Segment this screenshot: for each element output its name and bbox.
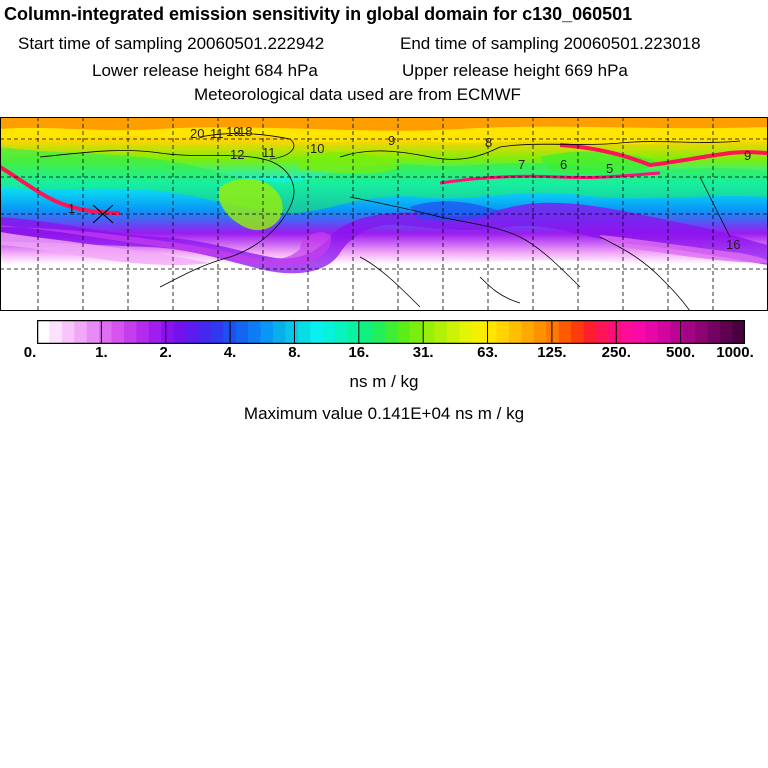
colorbar-swatch <box>86 320 100 344</box>
colorbar-swatch <box>546 320 560 344</box>
colorbar-swatch <box>161 320 175 344</box>
end-time-label: End time of sampling 20060501.223018 <box>400 34 701 53</box>
contour-label: 18 <box>238 124 252 139</box>
colorbar-swatch <box>173 320 187 344</box>
contour-label: 8 <box>485 135 492 150</box>
colorbar-swatch <box>608 320 622 344</box>
colorbar-tick-label: 2. <box>159 344 172 361</box>
colorbar-frame <box>37 320 745 344</box>
colorbar-tick-label: 1. <box>95 344 108 361</box>
colorbar-swatch <box>186 320 200 344</box>
colorbar-swatch <box>322 320 336 344</box>
colorbar-swatch <box>521 320 535 344</box>
emission-sensitivity-map: 20 11 19 18 12 11 10 9 8 7 6 5 9 1 16 <box>0 117 768 311</box>
colorbar-swatch <box>620 320 634 344</box>
low-sensitivity-tongue <box>0 202 768 274</box>
contour-label: 12 <box>230 147 244 162</box>
colorbar-swatch <box>74 320 88 344</box>
colorbar-swatch <box>310 320 324 344</box>
contour-label: 11 <box>262 145 276 160</box>
contour-label: 16 <box>726 237 740 252</box>
contour-label: 10 <box>310 141 324 156</box>
graticule <box>0 117 768 311</box>
colorbar-swatch <box>670 320 684 344</box>
contour-label: 1 <box>68 201 75 216</box>
colorbar-tick-label: 500. <box>666 344 696 361</box>
colorbar-swatch <box>260 320 274 344</box>
colorbar-swatch <box>61 320 75 344</box>
colorbar-swatch <box>273 320 287 344</box>
lower-release-height-label: Lower release height 684 hPa <box>92 61 318 80</box>
colorbar-swatch <box>397 320 411 344</box>
colorbar-swatch <box>571 320 585 344</box>
colorbar-swatch <box>533 320 547 344</box>
maximum-value-label: Maximum value 0.141E+04 ns m / kg <box>243 404 525 423</box>
colorbar-tick-label: 4. <box>223 344 237 361</box>
plot-title: Column-integrated emission sensitivity i… <box>4 4 633 24</box>
colorbar-tick-label: 63. <box>477 344 498 361</box>
upper-release-height-label: Upper release height 669 hPa <box>402 61 628 80</box>
colorbar-swatch <box>248 320 262 344</box>
colorbar-swatch <box>509 320 523 344</box>
colorbar-swatch <box>707 320 721 344</box>
colorbar-tick-label: 0. <box>23 344 37 361</box>
colorbar-swatch <box>111 320 125 344</box>
colorbar-tick-label: 125. <box>537 344 567 361</box>
colorbar-swatch <box>198 320 212 344</box>
met-data-label: Meteorological data used are from ECMWF <box>194 85 521 104</box>
contour-label: 7 <box>518 157 525 172</box>
colorbar-swatch <box>297 320 311 344</box>
colorbar-swatch <box>459 320 473 344</box>
colorbar-swatch <box>595 320 609 344</box>
colorbar-swatch <box>235 320 249 344</box>
colorbar-swatch <box>409 320 423 344</box>
colorbar-swatch <box>49 320 63 344</box>
colorbar-swatch <box>732 320 745 344</box>
colorbar-swatch <box>347 320 361 344</box>
contour-label: 9 <box>388 133 395 148</box>
coastlines <box>39 132 741 311</box>
colorbar-tick-label: 1000. <box>716 344 754 361</box>
release-point-marker <box>92 204 114 224</box>
colorbar-swatch <box>658 320 672 344</box>
colorbar-swatch <box>384 320 398 344</box>
colorbar-tick-label: 250. <box>601 344 631 361</box>
colorbar-swatch <box>372 320 386 344</box>
contour-label: 19 <box>226 124 240 139</box>
contour-label: 6 <box>560 157 567 172</box>
colorbar-swatch <box>583 320 597 344</box>
colorbar-swatch <box>359 320 373 344</box>
colorbar-swatch <box>633 320 647 344</box>
contour-label: 20 <box>190 126 204 141</box>
colorbar-swatch <box>434 320 448 344</box>
colorbar-swatch <box>720 320 734 344</box>
colorbar-tick-label: 31. <box>412 344 434 361</box>
colorbar-tick-label: 8. <box>288 344 301 361</box>
colorbar <box>37 320 745 344</box>
colorbar-swatch <box>148 320 162 344</box>
colorbar-swatch <box>210 320 224 344</box>
colorbar-swatch <box>682 320 696 344</box>
colorbar-swatch <box>484 320 498 344</box>
colorbar-swatch <box>471 320 485 344</box>
colorbar-swatch <box>136 320 150 344</box>
colorbar-tick-label: 16. <box>348 344 370 361</box>
colorbar-swatch <box>285 320 299 344</box>
colorbar-swatch <box>446 320 460 344</box>
contour-label: 5 <box>606 161 613 176</box>
colorbar-swatch <box>695 320 709 344</box>
start-time-label: Start time of sampling 20060501.222942 <box>18 34 325 53</box>
colorbar-swatch <box>123 320 137 344</box>
colorbar-swatch <box>335 320 349 344</box>
colorbar-swatch <box>37 320 51 344</box>
contour-label: 11 <box>210 126 224 141</box>
colorbar-swatch <box>99 320 113 344</box>
colorbar-swatch <box>645 320 659 344</box>
colorbar-swatch <box>496 320 510 344</box>
colorbar-swatch <box>558 320 572 344</box>
contour-label: 9 <box>744 148 751 163</box>
colorbar-unit-label: ns m / kg <box>349 372 419 391</box>
colorbar-swatch <box>422 320 436 344</box>
